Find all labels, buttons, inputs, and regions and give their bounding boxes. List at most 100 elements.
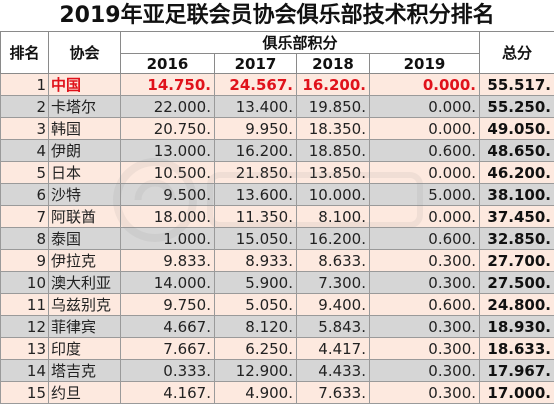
points-2017-cell: 24.567. [215,74,297,96]
points-2018-cell: 13.850. [297,162,370,184]
points-2018-cell: 7.633. [297,382,370,404]
points-2017-cell: 15.050. [215,228,297,250]
rank-cell: 14 [1,360,49,382]
association-cell: 沙特 [49,184,121,206]
points-2018-cell: 4.417. [297,338,370,360]
association-cell: 中国 [49,74,121,96]
rank-cell: 1 [1,74,49,96]
total-cell: 18.633. [480,338,554,360]
total-cell: 37.450. [480,206,554,228]
association-cell: 阿联酋 [49,206,121,228]
points-2016-cell: 4.667. [121,316,215,338]
points-2017-cell: 8.933. [215,250,297,272]
total-cell: 17.967. [480,360,554,382]
header-rank: 排名 [1,32,49,74]
points-2018-cell: 16.200. [297,74,370,96]
association-cell: 伊拉克 [49,250,121,272]
points-2016-cell: 20.750. [121,118,215,140]
points-2017-cell: 5.900. [215,272,297,294]
points-2016-cell: 4.167. [121,382,215,404]
rank-cell: 8 [1,228,49,250]
association-cell: 塔吉克 [49,360,121,382]
points-2017-cell: 13.400. [215,96,297,118]
rank-cell: 13 [1,338,49,360]
points-2019-cell: 0.300. [370,338,480,360]
rank-cell: 11 [1,294,49,316]
points-2017-cell: 21.850. [215,162,297,184]
points-2018-cell: 4.433. [297,360,370,382]
points-2018-cell: 18.350. [297,118,370,140]
points-2016-cell: 9.833. [121,250,215,272]
points-2019-cell: 0.300. [370,382,480,404]
header-year-2017: 2017 [215,54,297,74]
points-2018-cell: 8.100. [297,206,370,228]
points-2016-cell: 9.500. [121,184,215,206]
total-cell: 32.850. [480,228,554,250]
rank-cell: 15 [1,382,49,404]
association-cell: 卡塔尔 [49,96,121,118]
points-2018-cell: 9.400. [297,294,370,316]
points-2018-cell: 8.633. [297,250,370,272]
header-total: 总分 [480,32,554,74]
points-2016-cell: 22.000. [121,96,215,118]
points-2017-cell: 9.950. [215,118,297,140]
rank-cell: 7 [1,206,49,228]
points-2018-cell: 5.843. [297,316,370,338]
points-2019-cell: 0.600. [370,140,480,162]
points-2018-cell: 16.200. [297,228,370,250]
points-2017-cell: 4.900. [215,382,297,404]
total-cell: 18.930. [480,316,554,338]
header-year-2018: 2018 [297,54,370,74]
points-2019-cell: 0.000. [370,118,480,140]
rank-cell: 5 [1,162,49,184]
rank-cell: 9 [1,250,49,272]
total-cell: 55.517. [480,74,554,96]
total-cell: 27.500. [480,272,554,294]
association-cell: 伊朗 [49,140,121,162]
rank-cell: 12 [1,316,49,338]
header-year-2016: 2016 [121,54,215,74]
points-2017-cell: 6.250. [215,338,297,360]
association-cell: 菲律宾 [49,316,121,338]
total-cell: 27.700. [480,250,554,272]
points-2018-cell: 19.850. [297,96,370,118]
points-2016-cell: 0.333. [121,360,215,382]
association-cell: 韩国 [49,118,121,140]
points-2019-cell: 0.000. [370,162,480,184]
points-2017-cell: 13.600. [215,184,297,206]
points-2019-cell: 5.000. [370,184,480,206]
points-2017-cell: 11.350. [215,206,297,228]
points-2019-cell: 0.600. [370,294,480,316]
header-row-top: 排名 协会 俱乐部积分 总分 [1,32,554,54]
rank-cell: 6 [1,184,49,206]
points-2016-cell: 7.667. [121,338,215,360]
rank-cell: 2 [1,96,49,118]
points-2018-cell: 18.850. [297,140,370,162]
total-cell: 24.800. [480,294,554,316]
header-year-2019: 2019 [370,54,480,74]
points-2019-cell: 0.300. [370,360,480,382]
points-2016-cell: 10.500. [121,162,215,184]
points-2017-cell: 8.120. [215,316,297,338]
association-cell: 约旦 [49,382,121,404]
points-2019-cell: 0.000. [370,206,480,228]
points-2019-cell: 0.000. [370,74,480,96]
points-2019-cell: 0.300. [370,272,480,294]
association-cell: 泰国 [49,228,121,250]
points-2017-cell: 12.900. [215,360,297,382]
total-cell: 55.250. [480,96,554,118]
page-title: 2019年亚足联会员协会俱乐部技术积分排名 [0,0,554,32]
points-2018-cell: 10.000. [297,184,370,206]
points-2019-cell: 0.300. [370,250,480,272]
total-cell: 46.200. [480,162,554,184]
